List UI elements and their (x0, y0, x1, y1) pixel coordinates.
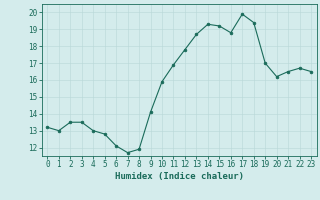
X-axis label: Humidex (Indice chaleur): Humidex (Indice chaleur) (115, 172, 244, 181)
